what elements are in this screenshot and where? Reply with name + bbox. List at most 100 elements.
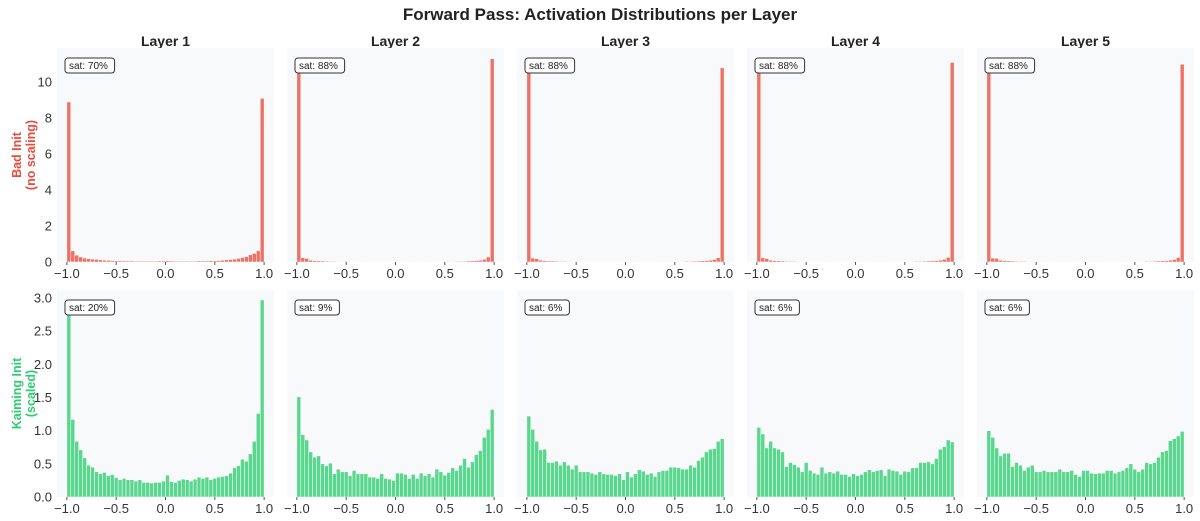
- histogram-bar: [617, 473, 622, 498]
- histogram-bar: [570, 468, 575, 498]
- histogram-bar: [102, 259, 107, 263]
- histogram-bar: [228, 259, 233, 263]
- x-tick-label: 0.5: [206, 501, 224, 516]
- plot-area: [747, 48, 964, 262]
- y-tick-label: 2.0: [34, 357, 52, 372]
- histogram-bar: [1148, 463, 1153, 498]
- histogram-bar: [351, 470, 357, 498]
- histogram-bar: [470, 260, 475, 263]
- histogram-bar: [434, 261, 440, 263]
- histogram-bar: [1101, 472, 1106, 498]
- histogram-bar: [803, 261, 809, 263]
- histogram-bar: [938, 259, 943, 263]
- histogram-bar: [1164, 260, 1169, 263]
- histogram-bar: [474, 454, 479, 498]
- histogram-bar: [589, 472, 595, 498]
- histogram-bar: [684, 261, 689, 263]
- histogram-bar: [181, 260, 186, 263]
- histogram-bar: [577, 471, 583, 498]
- histogram-bar: [1144, 462, 1149, 498]
- histogram-bar: [700, 456, 705, 498]
- histogram-bar: [399, 472, 404, 498]
- histogram-bar: [800, 471, 805, 498]
- y-tick-label: 2: [45, 219, 52, 234]
- histogram-bar: [220, 476, 225, 498]
- histogram-bar: [430, 261, 436, 263]
- histogram-bar: [562, 461, 567, 498]
- histogram-bar: [819, 466, 825, 498]
- histogram-bar: [546, 462, 551, 498]
- saturation-badge: [294, 299, 340, 316]
- histogram-bar: [668, 466, 674, 498]
- histogram-bar: [558, 261, 563, 263]
- histogram-bar: [343, 261, 349, 263]
- histogram-bar: [764, 447, 769, 498]
- histogram-bar: [153, 260, 158, 263]
- plot-area: [57, 290, 274, 497]
- histogram-bar: [1148, 261, 1153, 263]
- x-tick-label: 0.0: [1076, 266, 1094, 281]
- histogram-bar: [371, 261, 377, 263]
- histogram-bar: [625, 471, 630, 498]
- histogram-bar: [890, 261, 896, 263]
- histogram-bar: [347, 261, 353, 263]
- histogram-bar: [216, 260, 221, 263]
- histogram-bar: [1026, 466, 1031, 498]
- histogram-bar: [165, 474, 170, 498]
- histogram-bar: [922, 462, 927, 498]
- histogram-bar: [1065, 471, 1070, 498]
- plot-area: [287, 290, 504, 497]
- histogram-bar: [470, 461, 475, 498]
- histogram-bar: [196, 476, 202, 498]
- histogram-bar: [918, 261, 923, 263]
- histogram-bar: [641, 470, 646, 498]
- histogram-bar: [403, 474, 408, 498]
- histogram-bar: [898, 474, 904, 498]
- histogram-bar: [78, 449, 83, 498]
- histogram-bar: [430, 476, 436, 498]
- histogram-bar: [1077, 476, 1082, 498]
- histogram-bar: [633, 473, 638, 498]
- x-tick-label: 1.0: [485, 501, 503, 516]
- histogram-bar: [942, 259, 947, 263]
- histogram-bar: [1164, 450, 1169, 498]
- x-tick-label: −1.0: [54, 266, 80, 281]
- histogram-bar: [660, 261, 666, 263]
- histogram-bar: [98, 473, 103, 498]
- histogram-bar: [82, 457, 87, 498]
- histogram-bar: [680, 468, 685, 498]
- histogram-bar: [780, 260, 785, 263]
- x-tick-label: 1.0: [715, 501, 733, 516]
- histogram-bar: [990, 437, 996, 498]
- histogram-bar: [784, 260, 789, 263]
- histogram-bar: [236, 258, 241, 263]
- histogram-bar: [1152, 462, 1157, 498]
- histogram-bar: [1069, 261, 1074, 263]
- histogram-bar: [949, 62, 955, 263]
- x-tick-label: 0.0: [846, 501, 864, 516]
- plot-area: [977, 48, 1194, 262]
- histogram-bar: [1053, 261, 1059, 263]
- histogram-bar: [411, 261, 416, 263]
- histogram-bar: [855, 261, 860, 263]
- histogram-bar: [110, 260, 115, 263]
- histogram-bar: [113, 260, 119, 263]
- histogram-bar: [629, 476, 634, 498]
- histogram-bar: [597, 471, 603, 498]
- histogram-bar: [863, 261, 868, 263]
- histogram-bar: [169, 481, 174, 498]
- x-tick-label: −1.0: [974, 266, 1000, 281]
- histogram-bar: [1160, 451, 1165, 498]
- histogram-bar: [296, 64, 302, 263]
- histogram-bar: [688, 261, 693, 263]
- histogram-bar: [847, 261, 852, 263]
- x-tick-label: −1.0: [974, 501, 1000, 516]
- histogram-bar: [312, 260, 317, 263]
- histogram-bar: [1168, 440, 1173, 498]
- histogram-bar: [442, 474, 448, 498]
- x-tick-label: −0.5: [563, 266, 589, 281]
- histogram-bar: [379, 473, 384, 498]
- histogram-bar: [1108, 470, 1114, 498]
- histogram-bar: [1179, 431, 1185, 498]
- histogram-bar: [308, 451, 313, 498]
